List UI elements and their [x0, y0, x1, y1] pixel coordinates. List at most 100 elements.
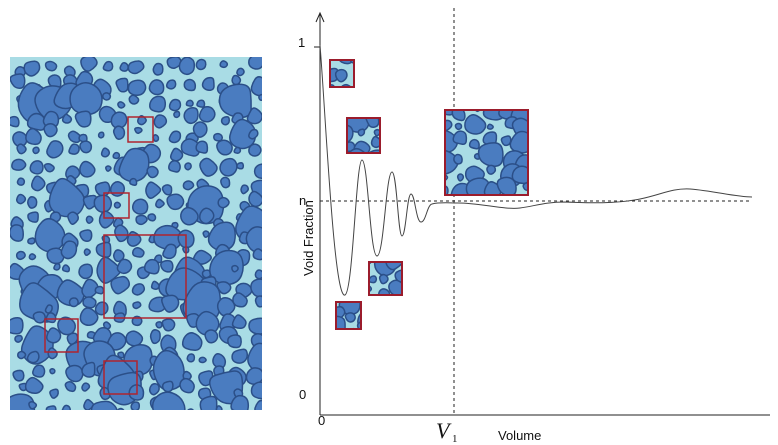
particle [24, 61, 39, 76]
particle [162, 185, 171, 195]
particle [171, 148, 183, 160]
particle [161, 261, 173, 272]
particle [232, 349, 247, 363]
particle [46, 62, 57, 71]
particle [216, 406, 221, 412]
particle [200, 208, 214, 223]
particle [103, 93, 111, 100]
particle [17, 144, 26, 154]
particle [33, 147, 39, 153]
particle [66, 365, 83, 381]
y-tick-label: 0 [299, 387, 306, 402]
particle [185, 163, 191, 170]
particle [256, 296, 265, 307]
particle [197, 100, 205, 107]
particle [102, 148, 110, 157]
particle [203, 78, 214, 91]
particle [184, 80, 195, 91]
particle [95, 286, 103, 293]
particle [149, 80, 163, 95]
particle [114, 202, 120, 208]
particle [249, 318, 267, 334]
particle [200, 396, 216, 415]
particle [501, 136, 510, 145]
particle [487, 165, 495, 174]
particle [222, 117, 230, 125]
particle [237, 68, 244, 75]
y-tick-label: 1 [298, 35, 305, 50]
particle [186, 100, 193, 106]
particle [70, 83, 102, 115]
particle [221, 177, 230, 187]
particle [58, 317, 75, 334]
particle [96, 182, 110, 196]
particle [259, 95, 264, 101]
particle [232, 266, 238, 272]
v1-label: V [436, 418, 452, 443]
particle [169, 161, 180, 172]
particle [106, 166, 111, 171]
particle [44, 164, 54, 172]
particle [199, 357, 206, 362]
particle [44, 124, 57, 137]
particle [188, 409, 194, 415]
particle [96, 302, 108, 315]
particle [167, 80, 176, 89]
particle [249, 130, 258, 139]
particle [9, 117, 19, 127]
particle [203, 231, 209, 237]
particle [251, 77, 269, 96]
particle [248, 343, 275, 371]
particle [153, 64, 163, 75]
particle [205, 330, 217, 343]
particle [28, 212, 38, 222]
particle [54, 264, 60, 270]
particle [10, 225, 24, 241]
particle [118, 408, 124, 415]
particle [335, 125, 353, 143]
particle [33, 365, 45, 377]
particle [28, 238, 35, 244]
particle [18, 352, 26, 359]
particle [220, 84, 252, 117]
particle [131, 402, 139, 411]
particle [156, 322, 162, 328]
particle [479, 143, 503, 166]
particle [133, 248, 144, 257]
particle [117, 259, 131, 273]
particle [228, 335, 241, 348]
particle [453, 131, 466, 144]
particle [231, 396, 248, 413]
particle [132, 284, 144, 295]
particle [153, 135, 158, 141]
particle [118, 102, 125, 108]
particle [145, 260, 159, 274]
x-tick-label: 0 [318, 413, 325, 428]
particle [80, 230, 92, 241]
particle [336, 70, 347, 82]
particle [114, 126, 125, 139]
particle [470, 140, 480, 149]
particle [246, 227, 269, 252]
void-fraction-curve [320, 45, 752, 295]
particle [200, 107, 215, 122]
particle [17, 252, 25, 260]
particle [452, 106, 465, 121]
particle [458, 174, 464, 181]
particle [357, 71, 367, 82]
particle [163, 381, 173, 391]
y-axis-label: Void Fraction [301, 200, 316, 276]
particle [15, 336, 22, 343]
particle [50, 369, 55, 374]
particle [111, 182, 125, 196]
particle [33, 312, 45, 323]
particle [328, 85, 335, 92]
particle [84, 249, 90, 255]
particle [13, 370, 24, 380]
inset [335, 105, 385, 171]
particle [220, 159, 237, 176]
particle [99, 132, 104, 138]
particle [345, 313, 355, 322]
particle [126, 331, 142, 346]
particle [214, 134, 222, 141]
